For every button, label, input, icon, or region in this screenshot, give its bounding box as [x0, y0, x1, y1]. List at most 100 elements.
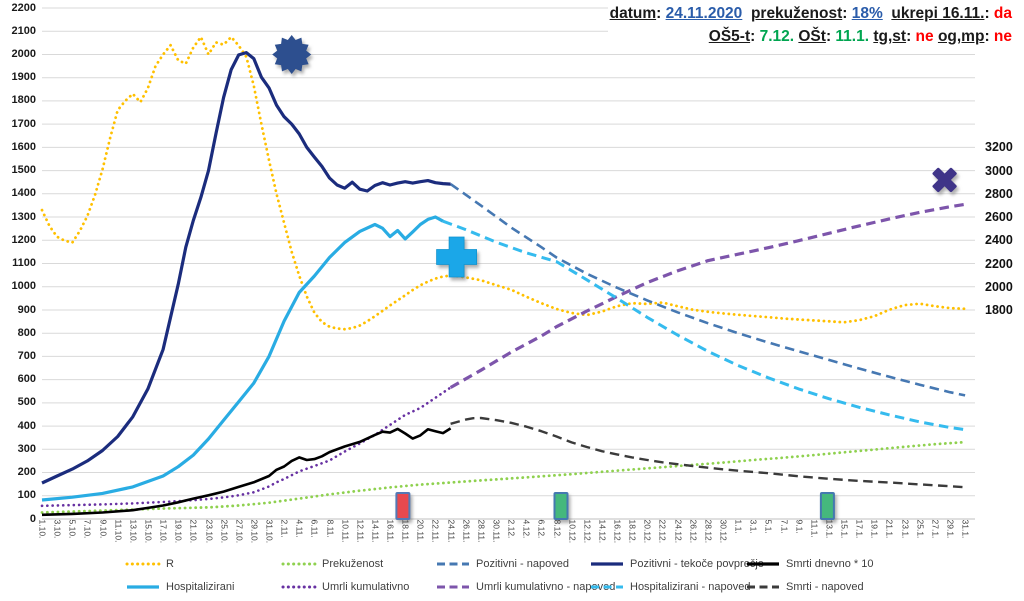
y-axis-left-tick: 1000: [11, 280, 36, 293]
series-hospitalizirani: [41, 215, 444, 502]
x-axis-tick: 23.1.: [900, 519, 910, 539]
header-segment: 7.12.: [759, 28, 795, 45]
deaths-x-marker: [932, 167, 957, 193]
x-axis-tick: 18.12.: [627, 519, 638, 544]
y-axis-right-tick: 2400: [985, 233, 1013, 248]
x-axis-tick: 21.10.: [188, 519, 199, 544]
x-axis-tick: 28.11.: [476, 519, 487, 543]
legend-label-hospitalizirani: Hospitalizirani: [166, 581, 235, 593]
series-hospitalizirani-napoved: [442, 219, 966, 432]
header-segment: 18%: [851, 5, 883, 22]
x-axis-tick: 26.11.: [461, 519, 472, 543]
y-axis-right-tick: 2800: [985, 186, 1013, 201]
y-axis-left-tick: 2000: [11, 48, 36, 60]
legend-swatch-hospitalizirani: [127, 585, 159, 589]
legend-label-r: R: [166, 558, 174, 570]
x-axis-tick: 17.1.: [854, 519, 865, 539]
legend-item-pozitivni-napoved: Pozitivni - napoved: [435, 558, 569, 570]
header-segment: :: [825, 28, 836, 45]
x-axis-tick: 20.11.: [415, 519, 426, 543]
header-line: OŠ5-t: 7.12. OŠt: 11.1. tg,st: ne og,mp:…: [610, 25, 1012, 48]
x-axis-tick: 20.12.: [642, 519, 653, 544]
x-axis-tick: 25.1.: [915, 519, 926, 539]
legend-item-smrti-dnevno: Smrti dnevno * 10: [745, 558, 873, 570]
x-axis-tick: 3.10.: [52, 519, 63, 539]
y-axis-left-tick: 2100: [11, 24, 36, 37]
series-umrli-kumulativno: [40, 386, 452, 508]
peak-burst-marker: [272, 35, 312, 74]
header-segment: datum: [609, 5, 657, 22]
x-axis-tick: 24.11.: [446, 519, 457, 543]
header-segment: og,mp: [937, 28, 985, 45]
header-segment: [742, 5, 751, 22]
legend-swatch-pozitivni-napoved: [437, 562, 469, 566]
legend-swatch-smrti-dnevno: [747, 562, 779, 566]
y-axis-left-tick: 100: [17, 489, 36, 502]
x-axis-tick: 30.11.: [491, 519, 502, 543]
x-axis-tick: 7.10.: [82, 519, 93, 539]
legend-label-umrli-kumulativno: Umrli kumulativno: [322, 581, 410, 593]
y-axis-right-tick: 3000: [985, 163, 1013, 178]
y-axis-left-tick: 1300: [11, 210, 36, 223]
event-box-os5-7-12: [553, 492, 569, 520]
legend-label-smrti-napoved: Smrti - napoved: [786, 581, 864, 593]
x-axis-tick: 4.12.: [521, 519, 532, 539]
x-axis-tick: 2.12.: [506, 519, 517, 539]
legend-label-hospitalizirani-napoved: Hospitalizirani - napoved: [630, 581, 751, 593]
y-axis-left-tick: 700: [17, 349, 36, 362]
legend-swatch-smrti-napoved: [747, 585, 779, 589]
y-axis-left-tick: 1900: [11, 71, 36, 84]
y-axis-left-tick: 2200: [11, 1, 36, 14]
series-umrli-kumulativno-napoved: [449, 202, 966, 389]
event-box-ukrepi-16-11: [395, 492, 411, 520]
x-axis-tick: 8.12.: [552, 519, 562, 539]
x-axis-tick: 7.1.: [779, 519, 789, 534]
x-axis-tick: 4.11.: [294, 519, 305, 538]
y-axis-left-tick: 1500: [11, 164, 36, 177]
x-axis-tick: 28.12.: [703, 519, 714, 544]
legend-swatch-pozitivni-povprecje: [591, 562, 623, 566]
x-axis-tick: 31.10.: [264, 519, 275, 544]
x-axis-tick: 26.12.: [688, 519, 699, 544]
y-axis-right-tick: 1800: [985, 303, 1013, 317]
header-line: datum: 24.11.2020 prekuženost: 18% ukrep…: [610, 2, 1012, 25]
x-axis-tick: 13.1.: [824, 519, 835, 539]
legend-label-umrli-kumulativno-napoved: Umrli kumulativno - napoved: [476, 581, 616, 593]
x-axis-tick: 15.10.: [143, 519, 154, 544]
x-axis-tick: 14.12.: [597, 519, 608, 544]
y-axis-left-tick: 1700: [11, 117, 36, 130]
header-segment: :: [906, 28, 916, 45]
x-axis-tick: 8.11.: [325, 519, 335, 538]
hospital-plus-marker: [436, 236, 478, 278]
series-smrti-dnevno: [41, 427, 452, 517]
legend-swatch-hospitalizirani-napoved: [591, 585, 623, 589]
header-segment: :: [750, 28, 760, 45]
x-axis-tick: 10.11.: [340, 519, 351, 543]
header-segment: :: [656, 5, 666, 22]
y-axis-left-tick: 800: [17, 326, 36, 339]
header-segment: tg,st: [873, 28, 907, 45]
x-axis-tick: 27.1.: [930, 519, 941, 539]
y-axis-left-tick: 300: [17, 442, 36, 455]
x-axis-tick: 9.10.: [98, 519, 108, 539]
x-axis-tick: 5.1.: [763, 519, 774, 534]
x-axis-tick: 21.1.: [884, 519, 895, 539]
y-axis-left-tick: 1100: [12, 257, 36, 269]
x-axis-tick: 23.10.: [204, 519, 214, 544]
y-axis-left-tick: 1800: [11, 94, 36, 107]
header-segment: ukrepi 16.11.: [891, 5, 985, 22]
y-axis-left-tick: 500: [17, 396, 36, 409]
x-axis-tick: 29.10.: [249, 519, 260, 544]
x-axis-tick: 18.11.: [400, 519, 411, 543]
legend-item-hospitalizirani: Hospitalizirani: [125, 581, 234, 593]
legend-item-prekuzenost: Prekuženost: [281, 558, 383, 570]
x-axis-tick: 12.11.: [355, 519, 366, 543]
x-axis-tick: 15.1.: [839, 519, 850, 539]
legend-item-r: R: [125, 558, 174, 570]
x-axis-tick: 11.1.: [809, 519, 820, 538]
header-info: datum: 24.11.2020 prekuženost: 18% ukrep…: [607, 2, 1014, 48]
x-axis-tick: 31.1.: [960, 519, 971, 539]
legend-label-prekuzenost: Prekuženost: [322, 558, 384, 570]
legend-item-smrti-napoved: Smrti - napoved: [745, 581, 864, 593]
